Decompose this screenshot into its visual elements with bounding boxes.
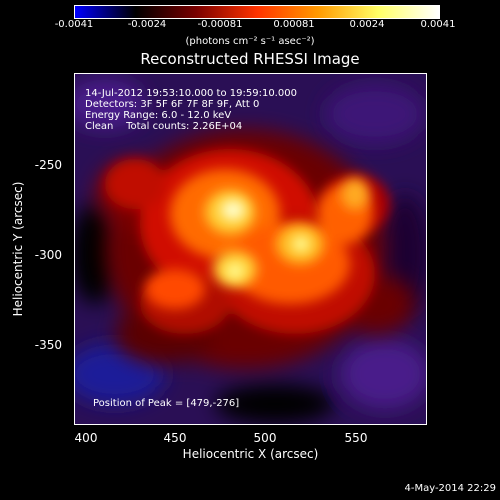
x-tick-label: 500 [253, 431, 277, 445]
plot-title: Reconstructed RHESSI Image [140, 50, 360, 68]
y-tick-label: -300 [34, 248, 62, 262]
colorbar-tick: -0.00081 [197, 19, 243, 30]
image-plot-area: 14-Jul-2012 19:53:10.000 to 19:59:10.000… [74, 73, 427, 425]
footer-date: 4-May-2014 22:29 [404, 483, 496, 494]
energy-range-text: Energy Range: 6.0 - 12.0 keV [85, 110, 232, 121]
counts-text: Clean Total counts: 2.26E+04 [85, 121, 243, 132]
y-axis-label: Heliocentric Y (arcsec) [11, 181, 25, 317]
x-tick-label: 450 [163, 431, 187, 445]
detectors-text: Detectors: 3F 5F 6F 7F 8F 9F, Att 0 [85, 99, 260, 110]
colorbar-units: (photons cm⁻² s⁻¹ asec⁻²) [185, 36, 315, 47]
colorbar-tick: 0.00081 [273, 19, 315, 30]
time-range-text: 14-Jul-2012 19:53:10.000 to 19:59:10.000 [85, 88, 297, 99]
rhessi-image [75, 74, 426, 424]
y-tick-label: -350 [34, 338, 62, 352]
colorbar-tick: -0.0041 [54, 19, 94, 30]
colorbar-tick: -0.0024 [127, 19, 167, 30]
x-axis-label: Heliocentric X (arcsec) [182, 447, 319, 461]
colorbar-tick: 0.0041 [420, 19, 456, 30]
background-texture [75, 79, 426, 424]
emission-peak [221, 200, 310, 279]
peak-position-text: Position of Peak = [479,-276] [93, 398, 240, 409]
x-tick-label: 550 [344, 431, 368, 445]
x-tick-label: 400 [74, 431, 98, 445]
y-tick-label: -250 [34, 158, 62, 172]
colorbar-tick: 0.0024 [349, 19, 385, 30]
colorbar [74, 5, 440, 19]
